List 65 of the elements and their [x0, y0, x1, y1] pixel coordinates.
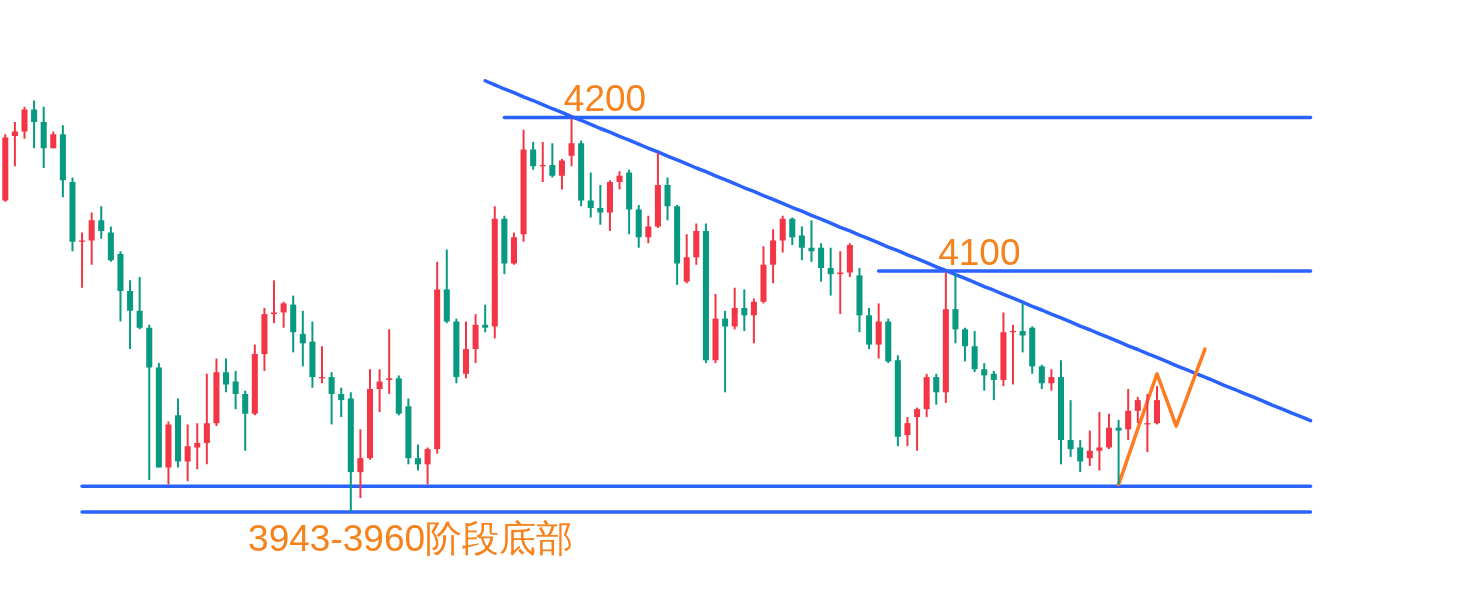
candlestick: [904, 416, 911, 448]
candlestick: [1134, 395, 1141, 425]
candlestick: [827, 246, 834, 297]
annotation: 4100: [938, 231, 1021, 273]
candlestick: [328, 371, 335, 426]
candlestick: [568, 118, 575, 168]
candlestick: [1048, 368, 1055, 392]
candlestick: [549, 142, 556, 179]
candlestick: [482, 303, 489, 334]
candlestick: [808, 219, 815, 263]
candlestick: [424, 446, 431, 486]
candlestick: [645, 214, 652, 245]
candlestick: [203, 372, 210, 466]
candlestick: [990, 369, 997, 402]
candlestick: [1067, 399, 1074, 458]
candlestick: [299, 309, 306, 368]
candlestick: [914, 406, 921, 452]
candlestick: [741, 288, 748, 332]
candlestick: [952, 273, 959, 345]
candlestick: [962, 326, 969, 363]
candlestick: [779, 214, 786, 254]
candlestick: [386, 328, 393, 395]
candlestick: [587, 171, 594, 219]
candlestick: [79, 231, 86, 289]
candlestick: [530, 141, 537, 171]
candlestick: [616, 170, 623, 191]
candlestick: [223, 357, 230, 394]
candlestick: [798, 225, 805, 262]
candlestick: [664, 176, 671, 222]
candlestick: [1038, 363, 1045, 391]
candlestick: [1019, 302, 1026, 354]
candlestick: [376, 368, 383, 414]
candlestick: [271, 279, 278, 325]
candlestick: [789, 216, 796, 246]
candlestick: [1105, 412, 1113, 451]
candlestick: [933, 372, 940, 406]
candlestick: [731, 286, 738, 331]
candlestick: [981, 362, 988, 392]
candlestick: [971, 329, 978, 374]
candlestick: [88, 211, 95, 266]
candlestick: [1086, 429, 1093, 467]
candlestick: [1153, 385, 1161, 426]
candlestick: [338, 386, 345, 418]
candlestick: [818, 242, 825, 283]
candlestick: [875, 302, 882, 360]
candlestick: [357, 428, 364, 500]
candlestick: [558, 157, 565, 191]
candlestick: [1096, 411, 1103, 472]
candlestick: [31, 99, 38, 150]
candlestick: [1125, 388, 1132, 442]
annotation: 3943-3960阶段底部: [248, 518, 574, 560]
candlestick: [136, 276, 143, 331]
candlestick: [414, 443, 422, 472]
annotation: 4200: [563, 78, 647, 120]
candlestick: [1115, 418, 1122, 486]
candlestick: [127, 279, 134, 351]
candlestick: [242, 389, 249, 452]
candlestick: [1077, 439, 1084, 474]
candlestick: [750, 297, 757, 345]
candlestick: [280, 300, 287, 329]
candlestick: [21, 105, 28, 140]
candlestick: [184, 423, 191, 483]
candlestick: [11, 120, 18, 168]
candlestick: [232, 369, 239, 411]
candlestick: [98, 205, 105, 240]
